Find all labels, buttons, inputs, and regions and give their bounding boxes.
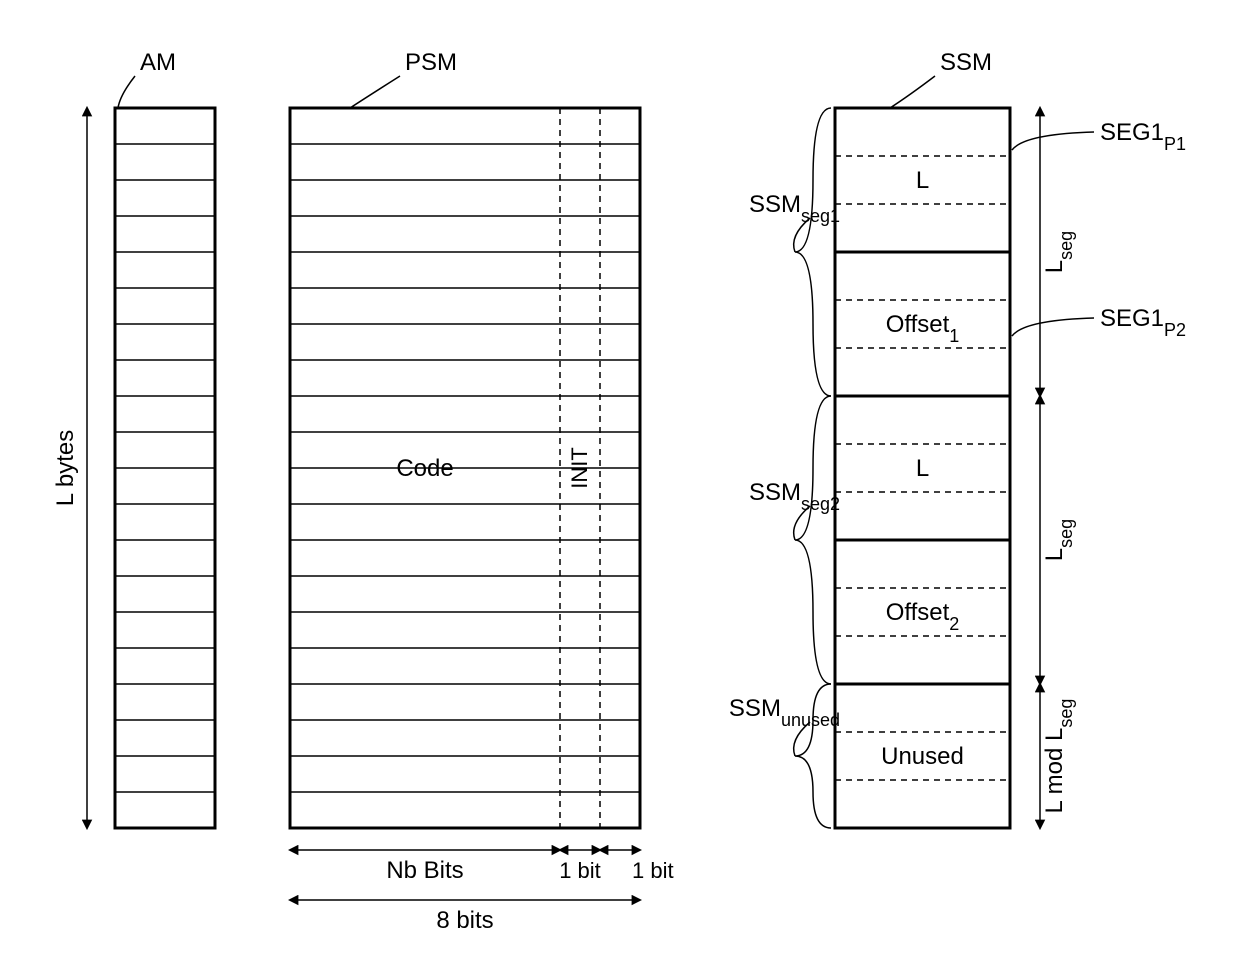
psm-label: PSM — [405, 49, 457, 76]
psm-1bit-a-text: 1 bit — [559, 858, 601, 883]
ssm-block: SSM L Offset1 L Offset2 Unused SSMseg1 SSMseg2 S… — [729, 49, 1186, 828]
seg1-p1: SEG1P1 — [1100, 119, 1186, 154]
ssm-seg1-offset: Offset1 — [886, 311, 960, 346]
brace — [795, 108, 831, 396]
memory-layout-diagram: AM L bytes PSM Code INIT Nb Bits 1 bit 1 bit 8 … — [0, 0, 1240, 969]
seg1-p2-pointer — [1012, 318, 1094, 336]
ssm-pointer — [890, 76, 935, 108]
psm-1bit-b-text: 1 bit — [632, 858, 674, 883]
seg1-p1-pointer — [1012, 132, 1094, 150]
psm-init-label: INIT — [567, 447, 592, 489]
ssm-left-seg2: SSMseg2 — [749, 479, 840, 514]
brace — [795, 396, 831, 684]
psm-nbbits-text: Nb Bits — [386, 857, 463, 884]
seg1-p2: SEG1P2 — [1100, 305, 1186, 340]
ssm-unused: Unused — [881, 743, 964, 770]
am-height-label: L bytes — [52, 430, 79, 507]
ssm-left-seg1: SSMseg1 — [749, 191, 840, 226]
ssm-left-unused: SSMunused — [729, 695, 840, 730]
lseg1-label: Lseg — [1041, 231, 1076, 273]
lseg2-label: Lseg — [1041, 519, 1076, 561]
am-pointer — [118, 76, 135, 108]
ssm-seg2-L: L — [916, 455, 929, 482]
brace — [795, 684, 831, 828]
psm-block: PSM Code INIT Nb Bits 1 bit 1 bit 8 bits — [290, 49, 674, 934]
ssm-seg2-offset: Offset2 — [886, 599, 960, 634]
am-block: AM L bytes — [52, 49, 215, 828]
lmod-label: L mod Lseg — [1041, 699, 1076, 814]
psm-8bits-text: 8 bits — [436, 907, 493, 934]
am-label: AM — [140, 49, 176, 76]
ssm-label: SSM — [940, 49, 992, 76]
psm-pointer — [350, 76, 400, 108]
ssm-seg1-L: L — [916, 167, 929, 194]
psm-code-label: Code — [396, 455, 453, 482]
